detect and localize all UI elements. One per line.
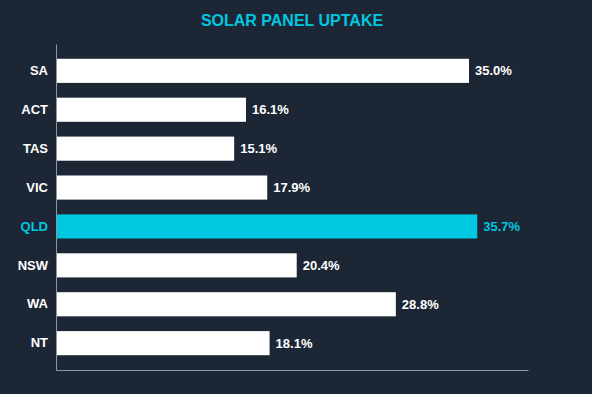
y-tick-label: SA [30, 63, 49, 78]
y-tick-label: NT [31, 335, 48, 350]
bars [56, 59, 477, 355]
y-tick: SA [30, 63, 56, 78]
data-label: 35.7% [483, 219, 520, 234]
chart: SA ACT TAS VIC QLD NSW WA NT 35.0% 16.1% 15.1% 17.9… [0, 0, 592, 394]
y-tick: NSW [18, 258, 56, 273]
data-label: 28.8% [402, 297, 439, 312]
y-tick: ACT [21, 102, 56, 117]
title: SOLAR PANEL UPTAKE [201, 12, 384, 29]
y-tick: NT [31, 335, 56, 350]
y-tick-label: ACT [21, 102, 48, 117]
bar [56, 137, 234, 161]
bar [56, 292, 396, 316]
y-tick-label: NSW [18, 258, 49, 273]
x-axis-line [57, 370, 529, 371]
y-tick-label: WA [27, 296, 49, 311]
plot: SA ACT TAS VIC QLD NSW WA NT 35.0% 16.1% 15.1% 17.9… [18, 45, 529, 371]
data-label: 16.1% [252, 102, 289, 117]
data-label: 35.0% [475, 63, 512, 78]
bar [56, 214, 477, 238]
y-tick: WA [27, 296, 56, 311]
data-label: 20.4% [303, 258, 340, 273]
data-label: 18.1% [276, 336, 313, 351]
y-tick: TAS [23, 141, 56, 156]
x-axis [57, 370, 529, 371]
bar [56, 175, 267, 199]
data-label: 15.1% [240, 141, 277, 156]
y-tick: VIC [26, 180, 56, 195]
y-axis-line [56, 45, 57, 371]
y-tick: QLD [21, 219, 56, 234]
data-label: 17.9% [273, 180, 310, 195]
y-tick-label: QLD [21, 219, 48, 234]
data-labels: 35.0% 16.1% 15.1% 17.9% 35.7% 20.4% 28.8% 18.1% [240, 63, 520, 350]
bar [56, 98, 246, 122]
y-tick-label: TAS [23, 141, 48, 156]
bar [56, 253, 297, 277]
bar [56, 59, 469, 83]
bar [56, 331, 270, 355]
y-axis: SA ACT TAS VIC QLD NSW WA NT [18, 45, 57, 371]
y-tick-label: VIC [26, 180, 48, 195]
